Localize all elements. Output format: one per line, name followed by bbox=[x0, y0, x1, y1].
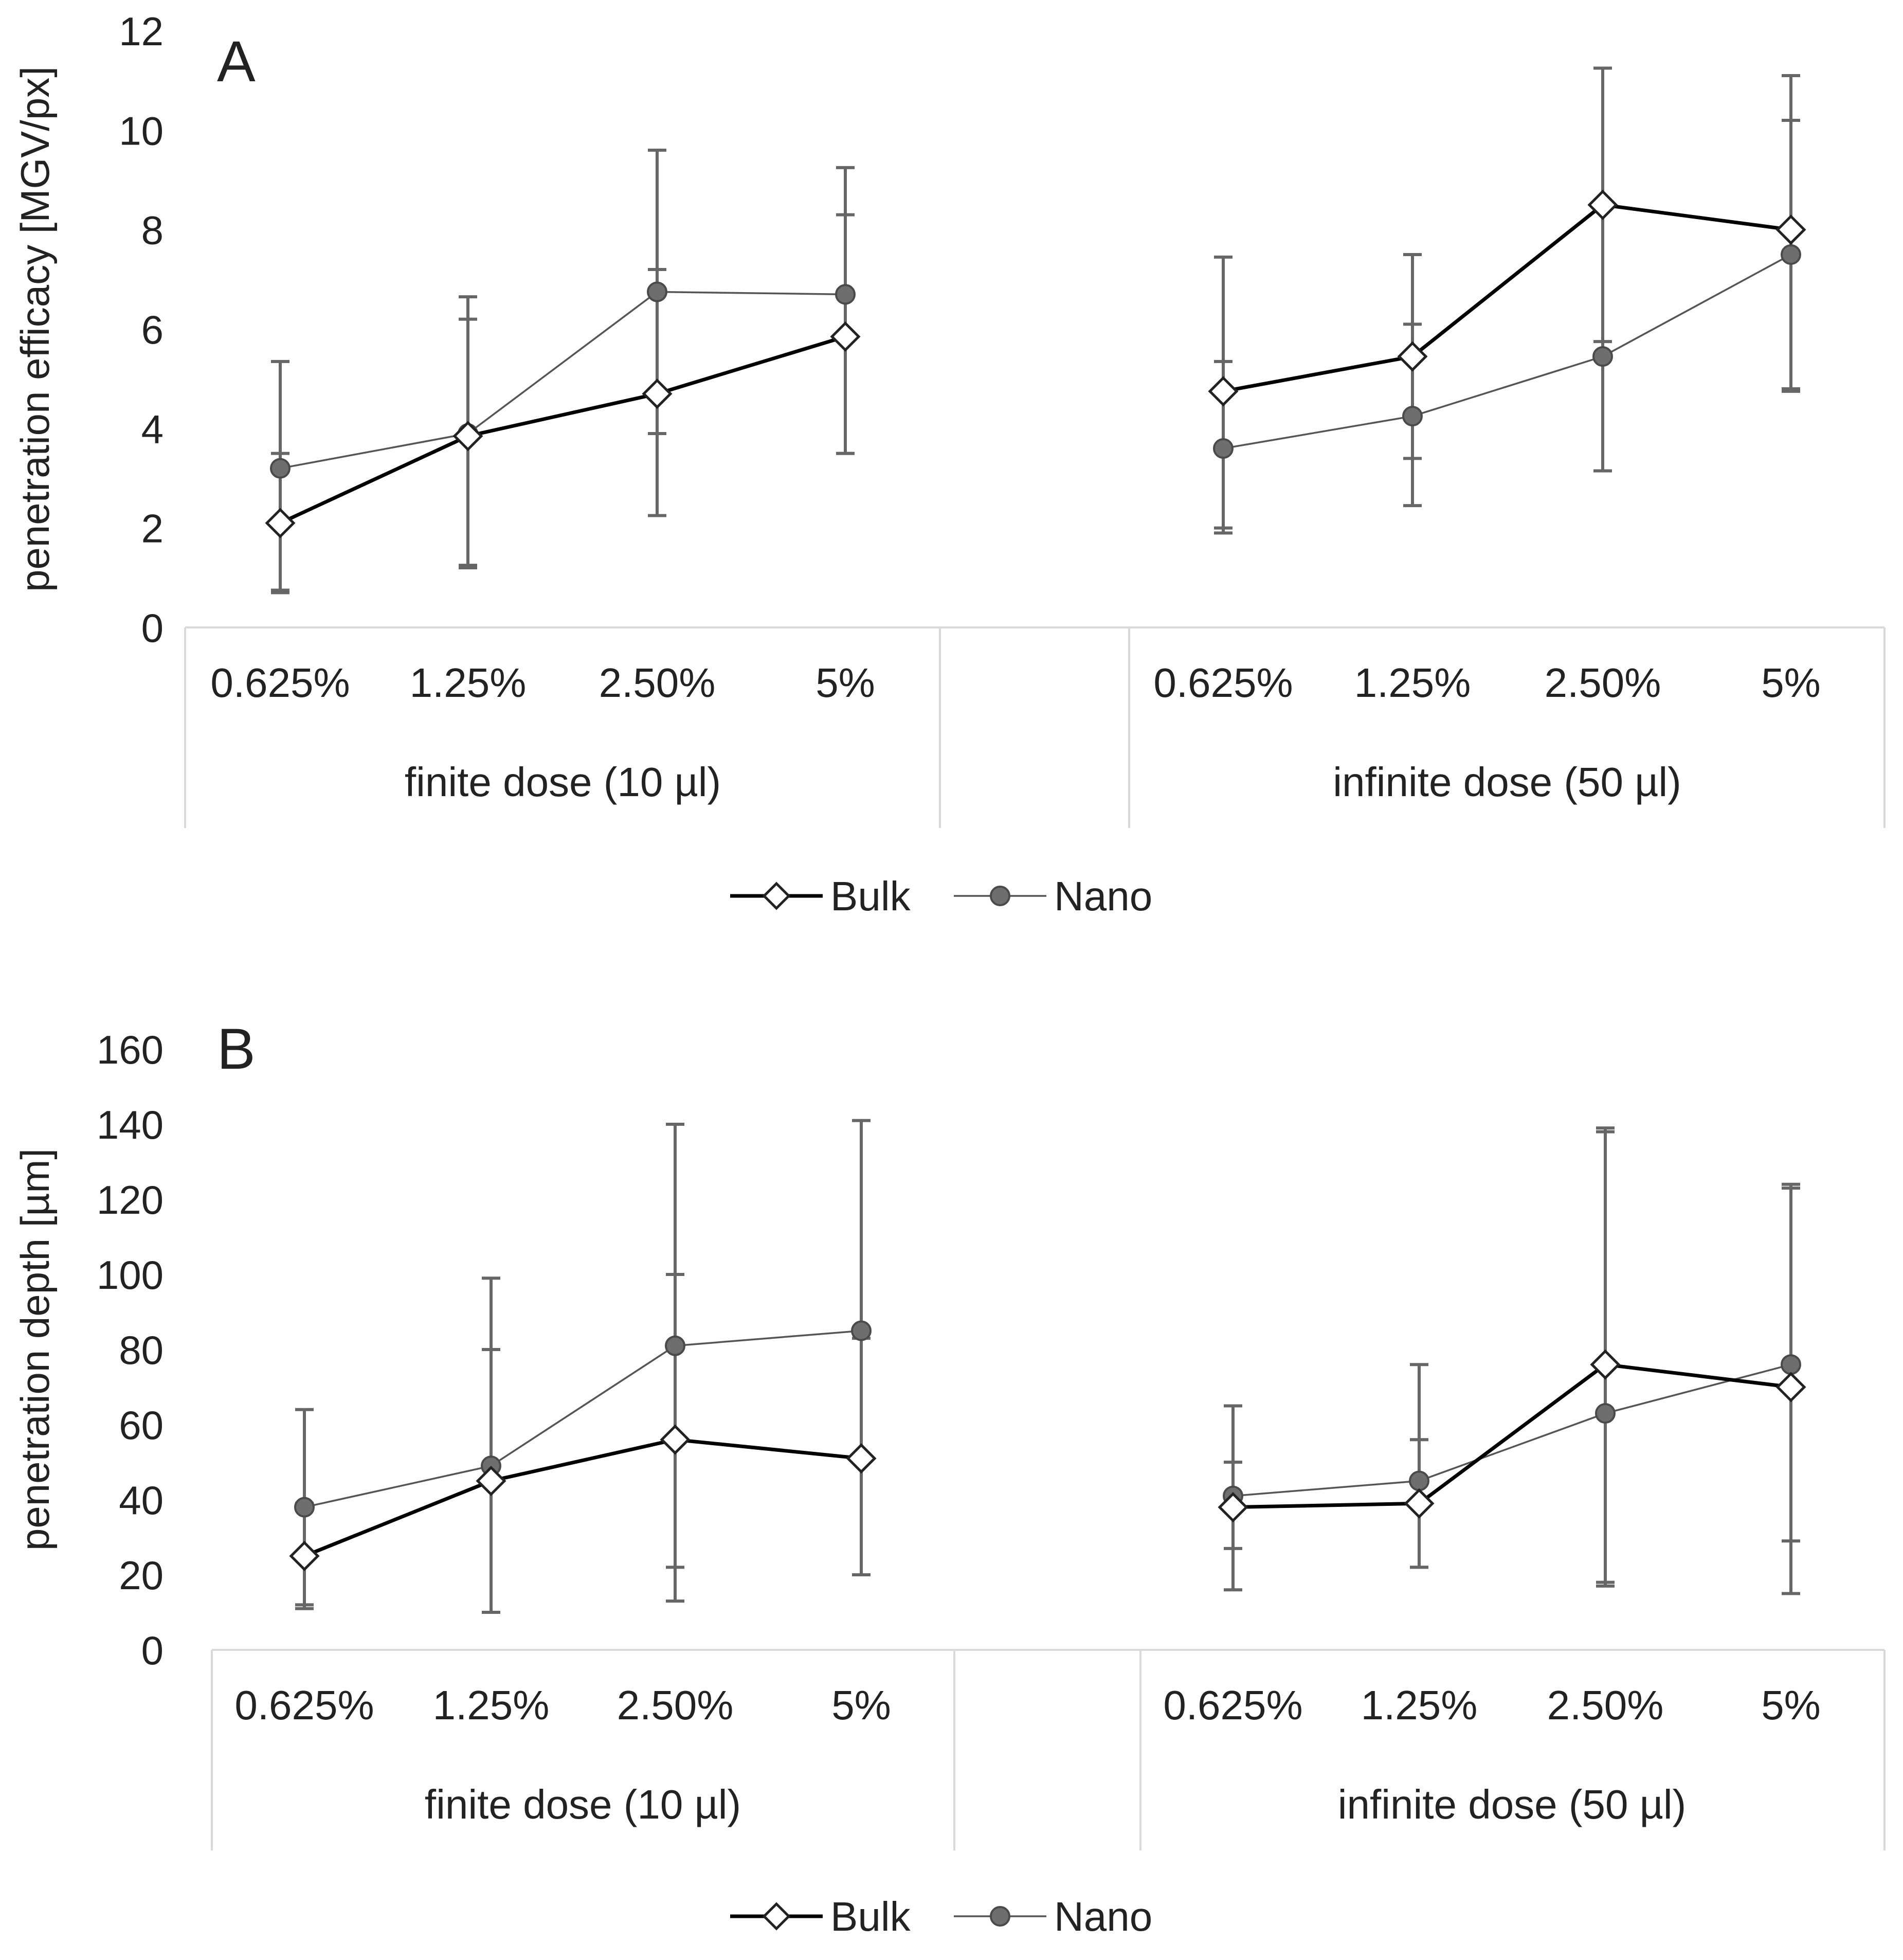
data-point-nano bbox=[294, 1497, 315, 1518]
data-point-bulk bbox=[830, 321, 861, 352]
y-tick-label: 8 bbox=[141, 208, 164, 253]
legend-marker-bulk bbox=[762, 882, 791, 910]
legend-label-bulk: Bulk bbox=[830, 873, 911, 919]
y-tick-label: 12 bbox=[119, 9, 164, 54]
series-line-bulk bbox=[279, 335, 846, 525]
group-label: infinite dose (50 µl) bbox=[1333, 759, 1681, 805]
y-tick-label: 80 bbox=[119, 1327, 164, 1373]
series-line-nano bbox=[1223, 254, 1791, 449]
x-tick-label: 2.50% bbox=[1545, 660, 1661, 706]
legend-label-nano: Nano bbox=[1054, 873, 1152, 919]
x-tick-label: 5% bbox=[831, 1682, 891, 1728]
x-tick-label: 1.25% bbox=[1361, 1682, 1478, 1728]
data-point-nano bbox=[1402, 406, 1423, 427]
data-point-bulk bbox=[476, 1465, 506, 1497]
x-tick-label: 0.625% bbox=[1163, 1682, 1302, 1728]
data-point-bulk bbox=[642, 379, 673, 409]
group-label: infinite dose (50 µl) bbox=[1338, 1782, 1687, 1827]
y-tick-label: 6 bbox=[141, 307, 164, 352]
x-tick-label: 0.625% bbox=[1153, 660, 1293, 706]
y-axis-title: penetration efficacy [MGV/px] bbox=[12, 66, 58, 592]
y-tick-label: 40 bbox=[119, 1478, 164, 1523]
x-tick-label: 0.625% bbox=[210, 660, 350, 706]
data-point-nano bbox=[1781, 244, 1801, 265]
legend-label-bulk: Bulk bbox=[830, 1894, 911, 1939]
error-bar-nano bbox=[852, 1119, 871, 1576]
panel-letter: B bbox=[217, 1017, 256, 1081]
x-tick-label: 0.625% bbox=[234, 1682, 374, 1728]
y-tick-label: 160 bbox=[97, 1027, 164, 1072]
error-bar-nano bbox=[1410, 1363, 1428, 1569]
data-point-nano bbox=[270, 458, 291, 479]
x-tick-label: 2.50% bbox=[599, 660, 716, 706]
panel-B: B 0 20 40 60 80 100 120 140 160 penetration depth … bbox=[12, 1017, 1886, 1939]
y-tick-label: 120 bbox=[97, 1177, 164, 1222]
error-bar-nano bbox=[836, 166, 855, 455]
legend-marker-nano bbox=[990, 1906, 1010, 1927]
legend-label-nano: Nano bbox=[1054, 1894, 1152, 1939]
legend: Bulk Nano bbox=[730, 873, 1152, 919]
x-tick-label: 5% bbox=[815, 660, 875, 706]
y-axis-title: penetration depth [µm] bbox=[12, 1148, 58, 1551]
series-line-nano bbox=[304, 1329, 862, 1508]
data-point-nano bbox=[647, 281, 667, 302]
error-bar-nano bbox=[1403, 253, 1422, 508]
legend: Bulk Nano bbox=[730, 1894, 1152, 1939]
panel-A: A 0 2 4 6 8 10 12 penetration efficacy [MGV/px] 0… bbox=[12, 9, 1886, 919]
data-point-bulk bbox=[660, 1424, 691, 1455]
y-tick-label: 140 bbox=[97, 1102, 164, 1147]
series-line-bulk bbox=[1223, 203, 1791, 393]
data-point-bulk bbox=[1208, 376, 1239, 407]
x-tick-label: 2.50% bbox=[1547, 1682, 1664, 1728]
y-tick-label: 10 bbox=[119, 108, 164, 153]
group-label: finite dose (10 µl) bbox=[425, 1782, 741, 1827]
x-tick-label: 2.50% bbox=[617, 1682, 734, 1728]
series-line-nano bbox=[280, 291, 846, 470]
data-point-nano bbox=[665, 1335, 685, 1356]
data-point-nano bbox=[851, 1320, 872, 1341]
error-bar-nano bbox=[1593, 66, 1612, 473]
data-point-nano bbox=[1213, 438, 1234, 459]
y-tick-label: 2 bbox=[141, 506, 164, 551]
data-point-bulk bbox=[1775, 1372, 1806, 1402]
data-point-nano bbox=[835, 284, 856, 305]
group-label: finite dose (10 µl) bbox=[405, 759, 721, 805]
x-tick-label: 1.25% bbox=[1354, 660, 1471, 706]
data-point-bulk bbox=[1587, 189, 1618, 220]
data-point-bulk bbox=[1775, 214, 1806, 245]
series-line-bulk bbox=[1233, 1362, 1791, 1509]
y-tick-label: 20 bbox=[119, 1553, 164, 1598]
data-point-bulk bbox=[1404, 1488, 1435, 1519]
series-line-bulk bbox=[303, 1437, 862, 1558]
y-tick-label: 60 bbox=[119, 1402, 164, 1448]
x-tick-label: 5% bbox=[1761, 1682, 1821, 1728]
y-tick-label: 4 bbox=[141, 406, 164, 452]
y-tick-label: 100 bbox=[97, 1252, 164, 1298]
y-tick-label: 0 bbox=[141, 1628, 164, 1673]
data-point-nano bbox=[1592, 346, 1613, 367]
x-tick-label: 1.25% bbox=[410, 660, 527, 706]
data-point-bulk bbox=[846, 1443, 877, 1474]
data-point-bulk bbox=[452, 421, 483, 452]
panel-letter: A bbox=[217, 29, 256, 94]
data-point-nano bbox=[1409, 1470, 1429, 1491]
legend-marker-nano bbox=[990, 886, 1010, 906]
data-point-bulk bbox=[1397, 341, 1428, 372]
error-bar-nano bbox=[648, 149, 666, 517]
data-point-bulk bbox=[289, 1540, 320, 1572]
data-point-bulk bbox=[1590, 1349, 1621, 1380]
x-tick-label: 1.25% bbox=[433, 1682, 550, 1728]
legend-marker-bulk bbox=[762, 1902, 791, 1931]
data-point-nano bbox=[1595, 1403, 1616, 1424]
data-point-bulk bbox=[265, 508, 296, 538]
x-tick-label: 5% bbox=[1761, 660, 1821, 706]
data-point-bulk bbox=[1218, 1492, 1248, 1523]
data-point-nano bbox=[1781, 1354, 1801, 1375]
y-tick-label: 0 bbox=[141, 605, 164, 651]
series-line-nano bbox=[1233, 1363, 1791, 1497]
error-bar-nano bbox=[482, 1276, 500, 1614]
